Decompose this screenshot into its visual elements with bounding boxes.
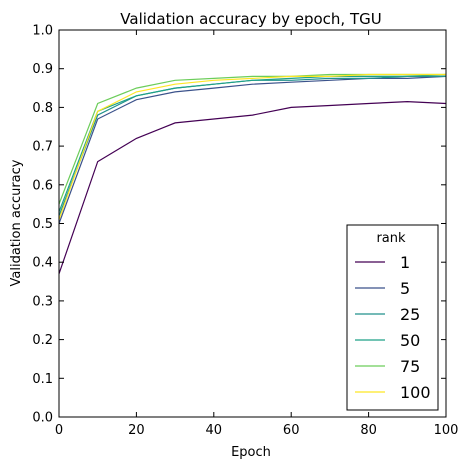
legend-label-rank-25: 25 [400,305,420,324]
legend-label-rank-5: 5 [400,279,410,298]
y-tick-label: 0.5 [32,217,53,232]
y-tick-label: 0.8 [32,101,53,116]
x-tick-label: 60 [283,423,300,438]
plot-area: 0 20 40 60 80 100 0.0 0.1 0.2 0.3 0.4 0.5 0.6 0.7 0.8 0… [32,24,458,439]
legend: rank 1 5 25 50 75 100 [346,224,439,411]
x-tick-label: 100 [434,423,459,438]
x-tick-label: 20 [128,423,145,438]
y-tick-label: 0.4 [32,256,53,271]
legend-label-rank-75: 75 [400,357,420,376]
chart-title: Validation accuracy by epoch, TGU [120,10,381,28]
series-line-rank-25 [58,75,446,217]
x-tick-label: 40 [206,423,223,438]
y-tick-label: 0.0 [32,411,53,426]
y-tick-label: 0.6 [32,178,53,193]
y-tick-label: 0.3 [32,294,53,309]
series-line-rank-100 [58,73,446,220]
series-line-rank-5 [58,75,447,224]
x-axis-label: Epoch [231,445,271,460]
y-axis-label: Validation accuracy [9,159,24,286]
legend-label-rank-100: 100 [400,383,431,402]
x-tick-label: 80 [360,423,377,438]
x-tick-label: 0 [55,423,63,438]
legend-label-rank-1: 1 [400,253,410,272]
series-line-rank-50 [58,73,447,213]
y-tick-label: 0.2 [32,333,53,348]
y-tick-label: 0.1 [32,372,53,387]
legend-title: rank [376,231,406,246]
y-tick-label: 0.7 [32,140,53,155]
legend-label-rank-50: 50 [400,331,420,350]
series-line-rank-1 [58,100,447,274]
y-tick-label: 0.9 [32,62,53,77]
legend-box [346,224,439,411]
series-line-rank-75 [58,73,446,205]
y-tick-label: 1.0 [32,24,53,39]
